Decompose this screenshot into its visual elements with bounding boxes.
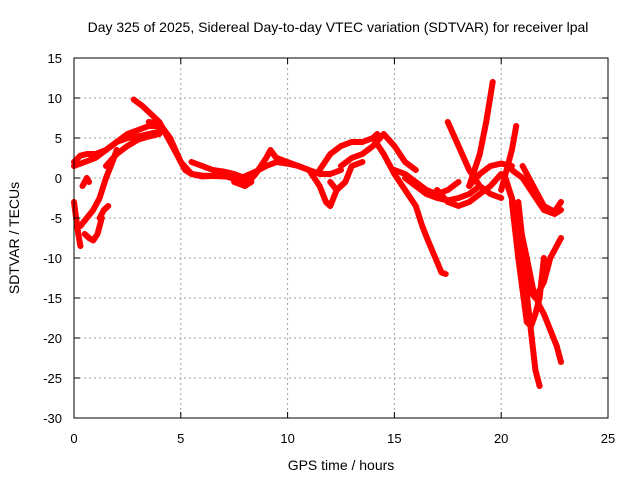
x-tick-label: 15 (387, 431, 401, 446)
series-track-03 (79, 175, 92, 189)
series-track-15 (273, 155, 340, 209)
series-track-11 (188, 159, 248, 181)
chart-title: Day 325 of 2025, Sidereal Day-to-day VTE… (88, 19, 589, 35)
axis-ticks (73, 57, 609, 419)
y-tick-label: -25 (43, 371, 62, 386)
series-group (71, 79, 564, 389)
x-tick-label: 25 (601, 431, 615, 446)
y-tick-label: 10 (48, 91, 62, 106)
y-tick-label: 0 (55, 171, 62, 186)
x-tick-label: 10 (280, 431, 294, 446)
series-track-01 (71, 199, 84, 249)
y-axis-label: SDTVAR / TECUs (6, 182, 22, 294)
series-track-32 (519, 163, 564, 215)
series-track-30 (515, 199, 564, 301)
x-tick-label: 0 (70, 431, 77, 446)
series-track-19 (370, 135, 449, 277)
x-axis-label: GPS time / hours (288, 457, 395, 473)
y-tick-label: -20 (43, 331, 62, 346)
y-tick-label: -10 (43, 251, 62, 266)
plot-frame (73, 57, 609, 419)
y-tick-label: 15 (48, 51, 62, 66)
y-tick-labels: 15 10 5 0 -5 -10 -15 -20 -25 -30 (43, 51, 62, 426)
y-tick-label: -15 (43, 291, 62, 306)
series-track-05 (96, 203, 112, 221)
x-tick-labels: 0 5 10 15 20 25 (70, 431, 615, 446)
x-tick-label: 5 (177, 431, 184, 446)
y-tick-label: -5 (50, 211, 62, 226)
y-tick-label: -30 (43, 411, 62, 426)
x-tick-label: 20 (494, 431, 508, 446)
y-tick-label: 5 (55, 131, 62, 146)
